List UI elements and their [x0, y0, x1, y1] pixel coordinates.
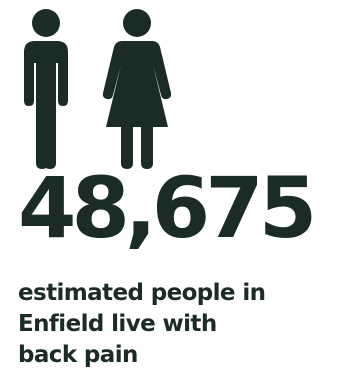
woman-icon: [102, 9, 172, 169]
people-figures: [18, 8, 178, 170]
stat-caption: estimated people in Enfield live with ba…: [18, 280, 266, 368]
people-icons: [24, 9, 172, 169]
man-icon: [24, 9, 68, 169]
stat-number: 48,675: [18, 159, 317, 257]
